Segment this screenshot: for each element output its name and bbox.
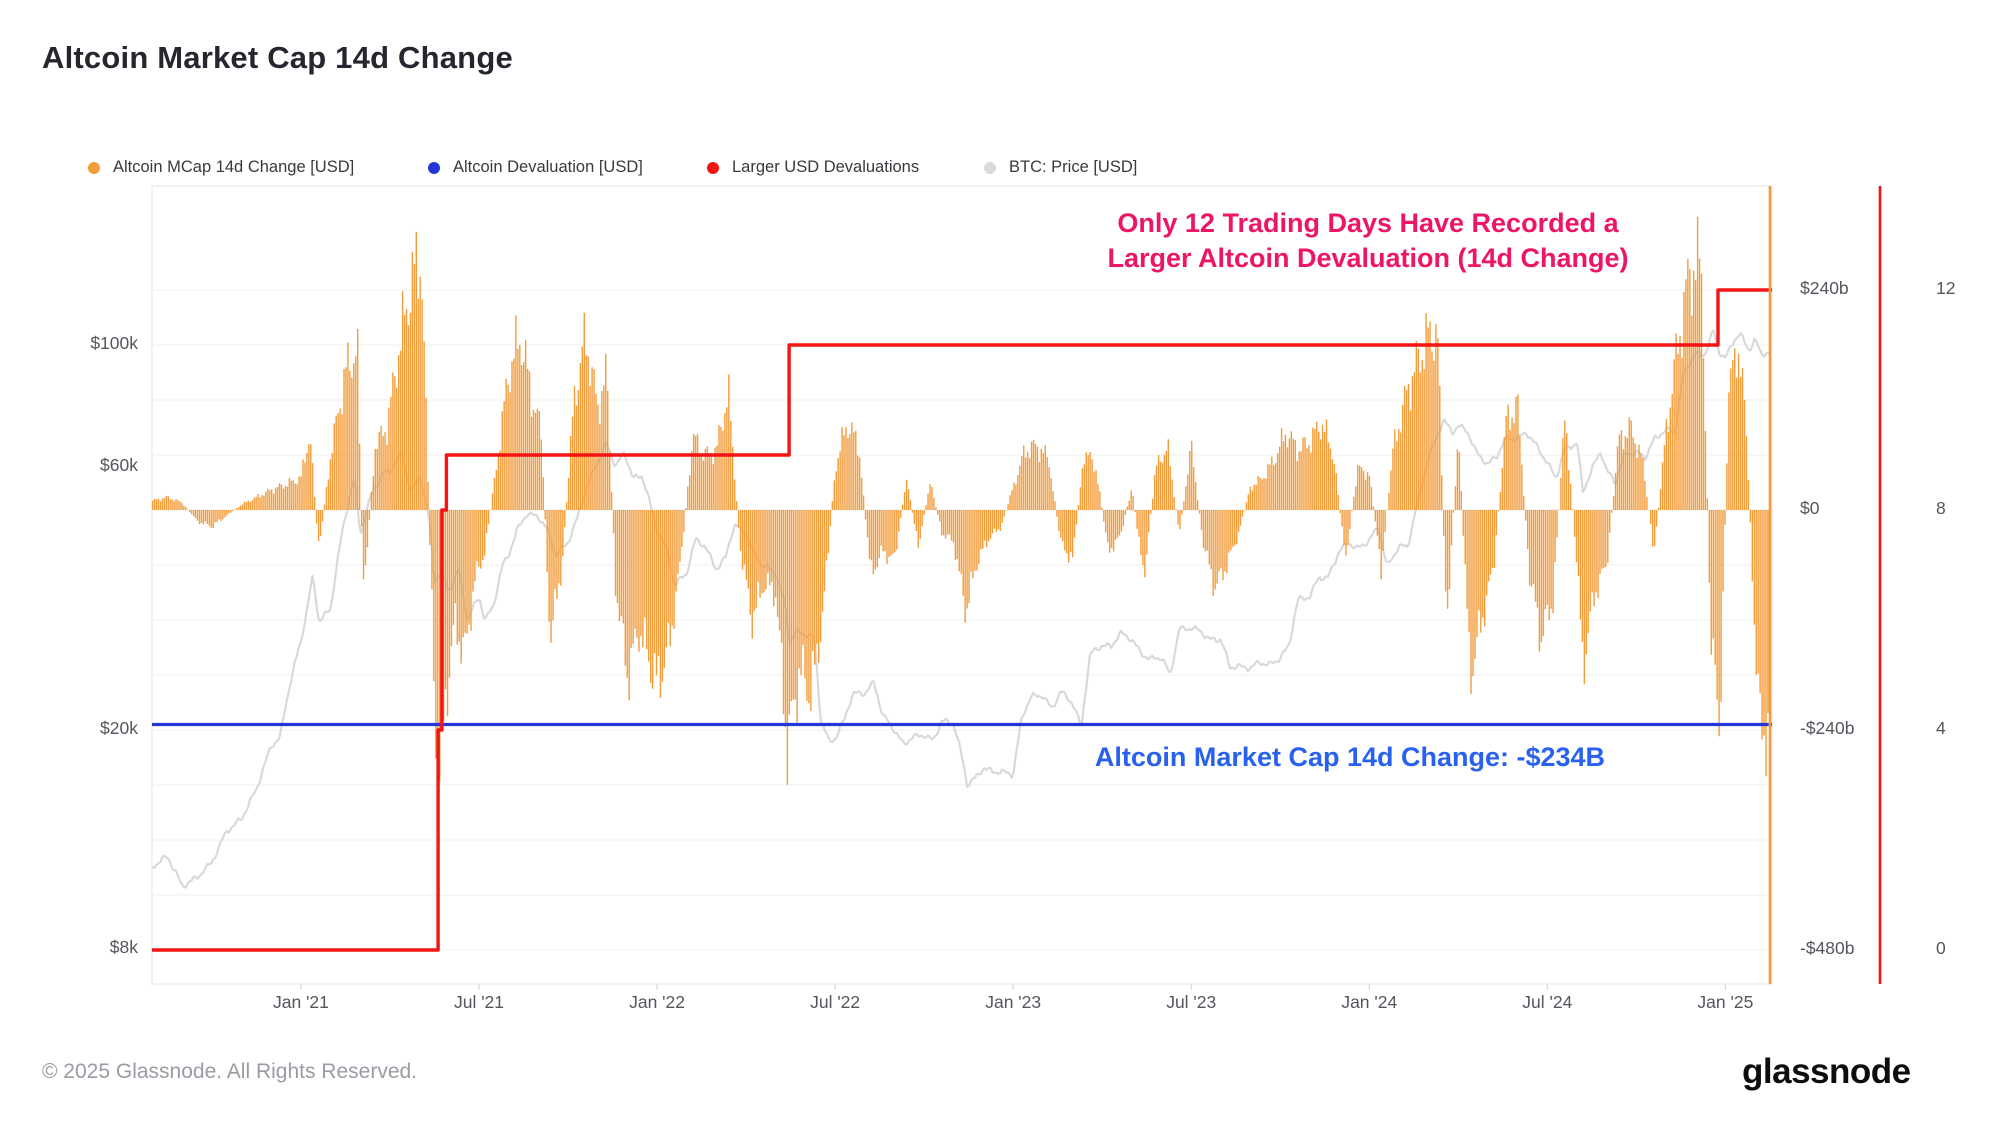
legend-dot-red-icon bbox=[707, 161, 719, 174]
legend-item-larger-devaluations[interactable]: Larger USD Devaluations bbox=[707, 158, 919, 177]
legend-label: Altcoin MCap 14d Change [USD] bbox=[113, 158, 355, 176]
legend-item-altcoin-mcap[interactable]: Altcoin MCap 14d Change [USD] bbox=[88, 158, 354, 177]
legend-dot-gray-icon bbox=[984, 161, 996, 174]
legend-label: BTC: Price [USD] bbox=[1009, 158, 1138, 176]
copyright-text: © 2025 Glassnode. All Rights Reserved. bbox=[42, 1060, 418, 1083]
page-title: Altcoin Market Cap 14d Change bbox=[42, 40, 513, 75]
legend-dot-orange-icon bbox=[88, 161, 100, 174]
legend-label: Larger USD Devaluations bbox=[732, 158, 920, 176]
glassnode-logo: glassnode bbox=[1742, 1052, 1911, 1091]
legend-item-btc-price[interactable]: BTC: Price [USD] bbox=[984, 158, 1137, 177]
legend-item-altcoin-devaluation[interactable]: Altcoin Devaluation [USD] bbox=[428, 158, 643, 177]
legend-label: Altcoin Devaluation [USD] bbox=[453, 158, 643, 176]
altcoin-mcap-bars bbox=[151, 216, 1771, 819]
legend-dot-blue-icon bbox=[428, 161, 440, 174]
larger-devaluations-step-line bbox=[152, 288, 1772, 952]
plot-border bbox=[151, 185, 1773, 985]
